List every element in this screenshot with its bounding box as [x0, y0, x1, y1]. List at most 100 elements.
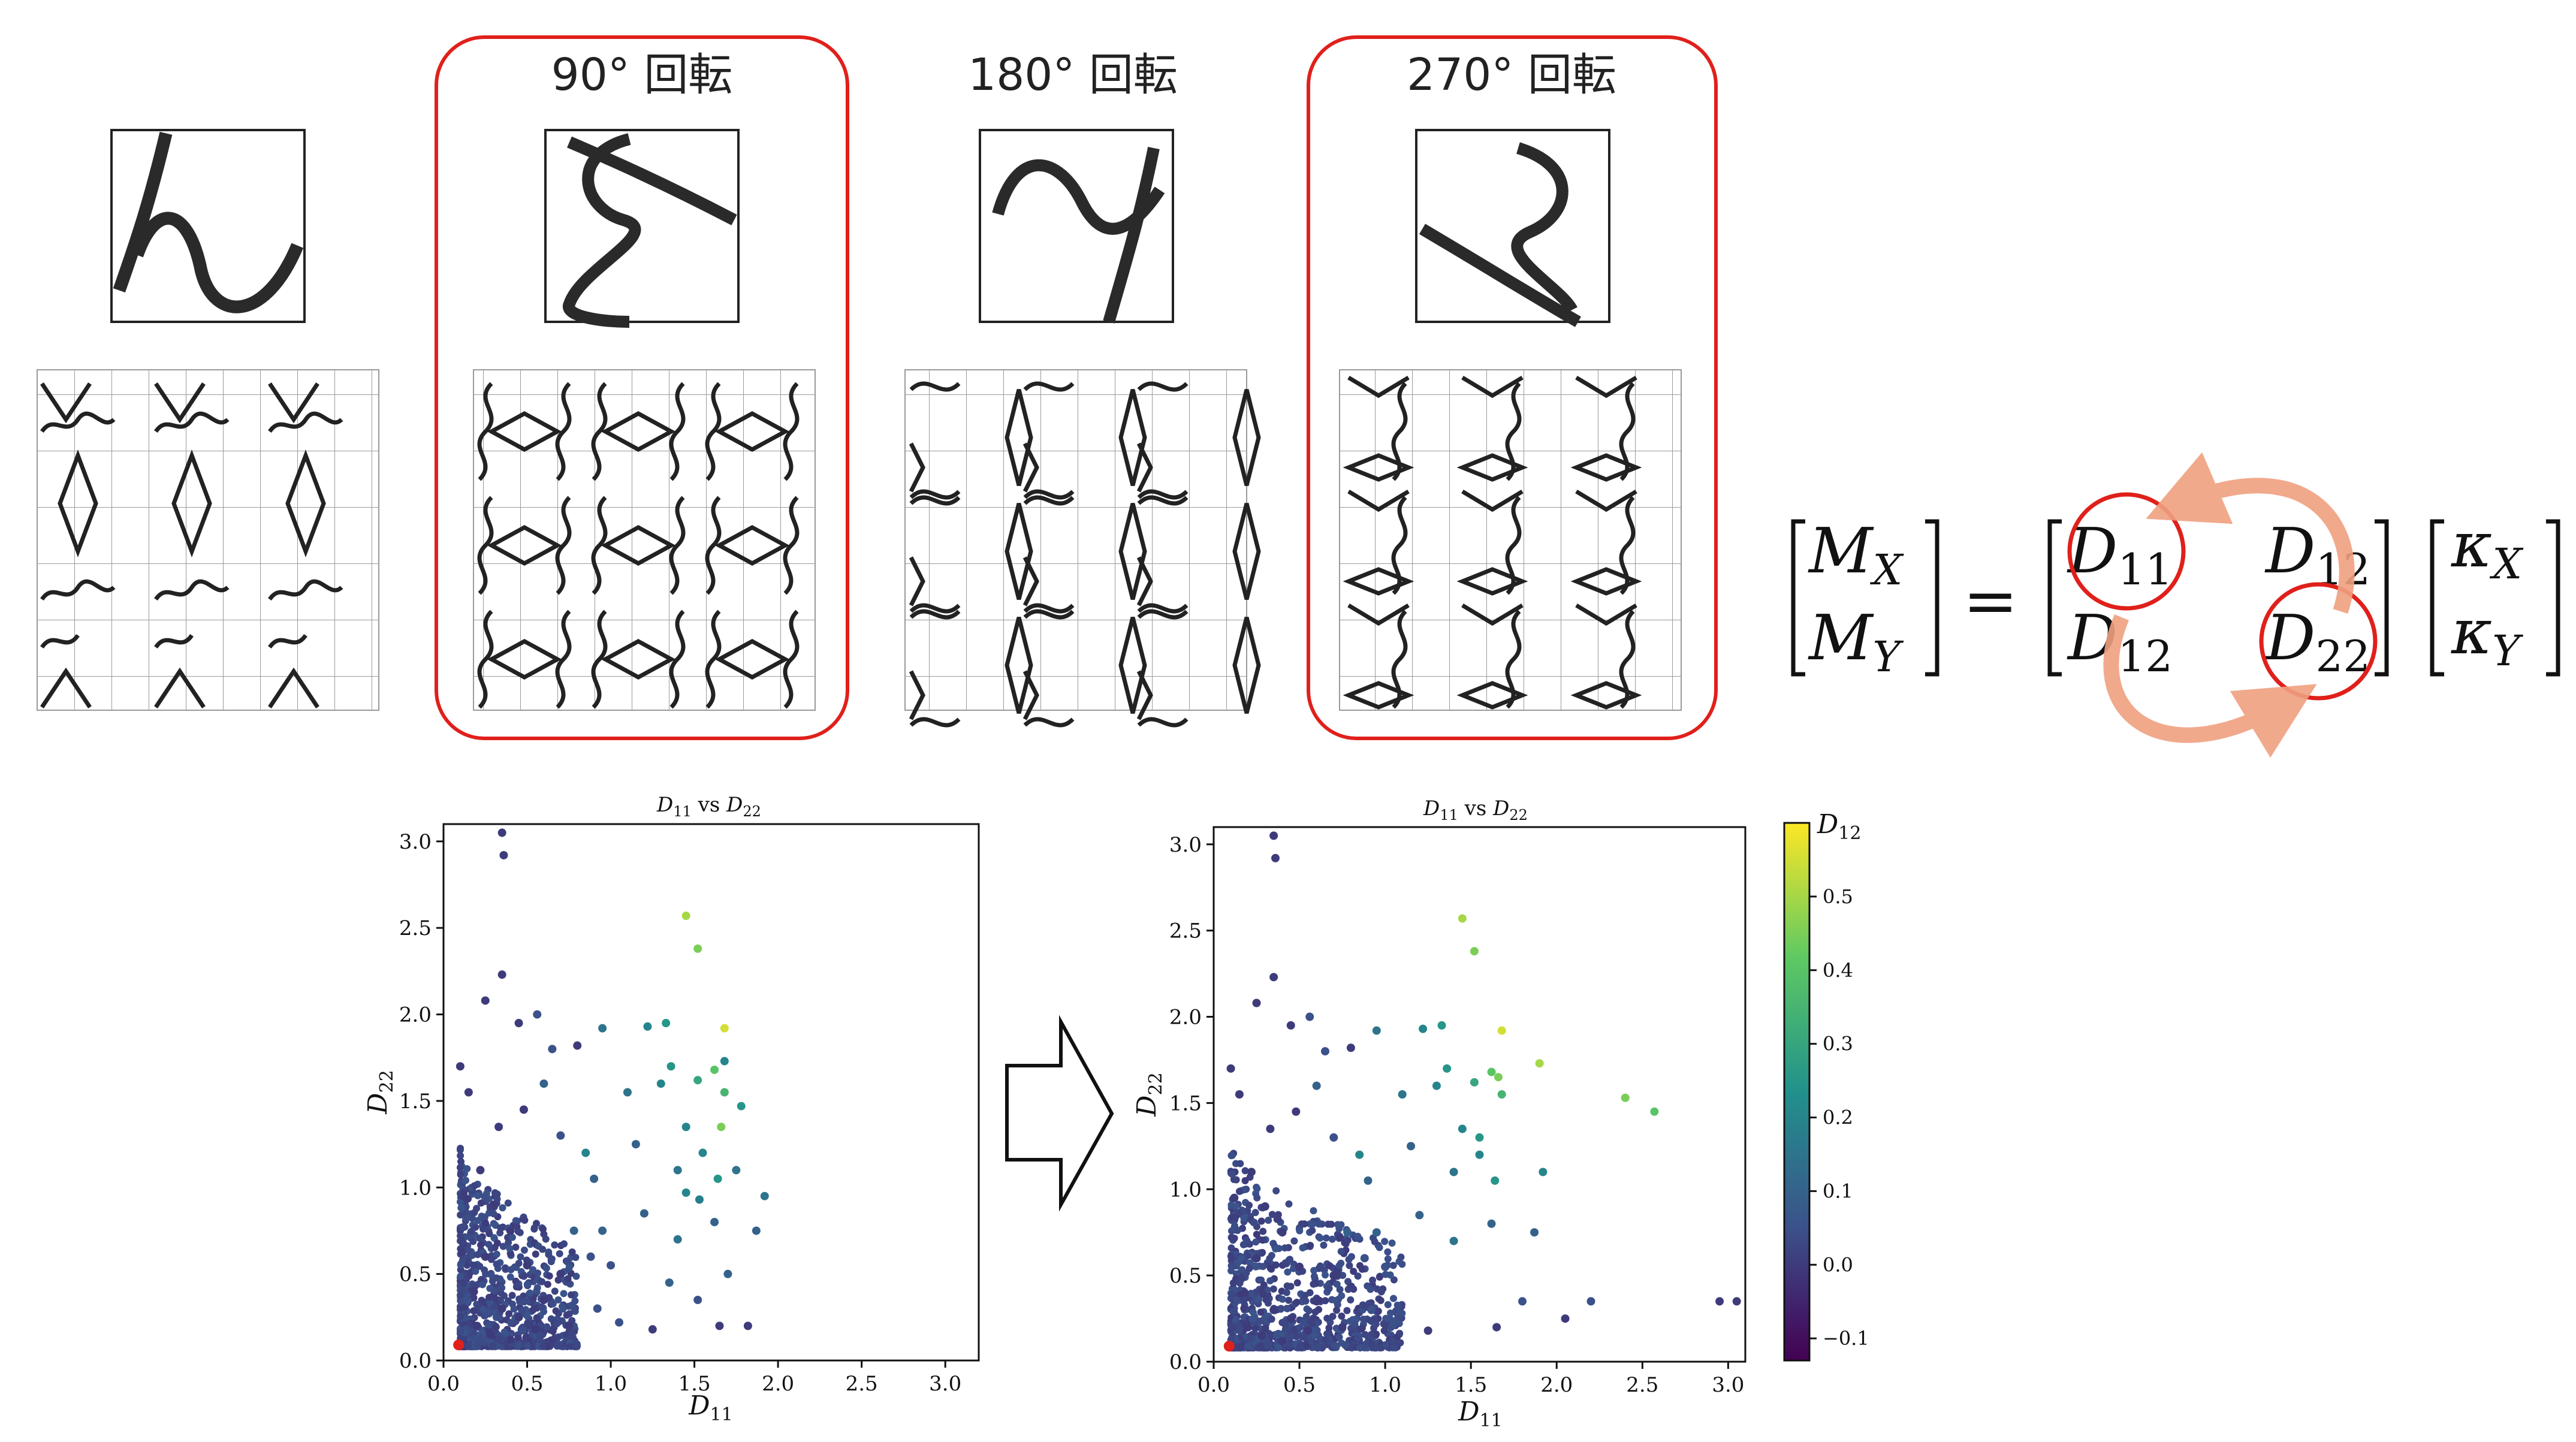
data-point: [1302, 1297, 1310, 1305]
data-point: [1361, 1331, 1369, 1338]
highlight-270deg: [1307, 35, 1718, 740]
chart2-frame: [1212, 826, 1747, 1363]
chart1-xlabel: D11: [688, 1390, 732, 1425]
data-point: [469, 1287, 478, 1296]
data-point: [560, 1240, 568, 1248]
data-point: [1237, 1255, 1245, 1263]
y-tick-label: 1.0: [399, 1176, 432, 1200]
data-point: [475, 1234, 483, 1242]
data-point: [717, 1123, 726, 1132]
data-point: [1293, 1298, 1301, 1306]
chart1-ylabel: D22: [363, 1070, 397, 1114]
data-point: [1377, 1296, 1384, 1304]
reference-point: [453, 1340, 464, 1351]
data-point: [1351, 1320, 1359, 1328]
data-point: [662, 1019, 671, 1028]
data-point: [1305, 1307, 1313, 1314]
data-point: [456, 1198, 464, 1206]
rhs-bracket-left: [2430, 519, 2444, 677]
data-point: [1321, 1336, 1329, 1344]
data-point: [508, 1292, 516, 1299]
data-point: [476, 1241, 484, 1249]
data-point: [1407, 1142, 1416, 1151]
data-point: [479, 1306, 487, 1314]
motif-0deg: [110, 129, 306, 323]
data-point: [497, 970, 506, 979]
data-point: [457, 1158, 465, 1166]
data-point: [1388, 1239, 1396, 1247]
data-point: [560, 1290, 568, 1298]
data-point: [1374, 1307, 1382, 1315]
data-point: [1381, 1262, 1390, 1271]
data-point: [1346, 1043, 1355, 1052]
data-point: [1232, 1202, 1239, 1210]
data-point: [498, 1284, 506, 1292]
data-point: [1315, 1220, 1323, 1228]
data-point: [506, 1273, 514, 1281]
data-point: [1328, 1235, 1336, 1243]
data-point: [505, 1310, 513, 1318]
scatter-chart-before: D11 vs D22 0.0 0.5 1.0 1.5 2.0 2.5 3.0 0.0 0.5 1.…: [363, 793, 980, 1425]
data-point: [548, 1045, 557, 1054]
data-point: [1252, 998, 1261, 1007]
data-point: [537, 1322, 545, 1329]
data-point: [1389, 1337, 1396, 1345]
data-point: [1380, 1327, 1388, 1335]
data-point: [1227, 1253, 1235, 1260]
data-point: [458, 1236, 466, 1244]
data-point: [485, 1293, 493, 1301]
data-point: [693, 944, 702, 953]
data-point: [1487, 1219, 1496, 1228]
data-point: [1494, 1073, 1503, 1082]
data-point: [510, 1305, 518, 1313]
data-point: [693, 1076, 702, 1085]
data-point: [1265, 1216, 1272, 1224]
data-point: [1372, 1228, 1381, 1237]
data-point: [1280, 1319, 1288, 1326]
data-point: [468, 1251, 476, 1259]
data-point: [463, 1214, 470, 1222]
lhs-mx: MX: [1808, 514, 1905, 595]
data-point: [1260, 1281, 1268, 1289]
chart1-frame: [442, 823, 980, 1362]
data-point: [1249, 1308, 1257, 1316]
data-point: [1285, 1200, 1293, 1208]
data-point: [1285, 1296, 1293, 1304]
x-tick-label: 3.0: [929, 1372, 961, 1396]
data-point: [1257, 1308, 1265, 1316]
data-point: [1335, 1334, 1343, 1341]
data-point: [1312, 1081, 1321, 1090]
data-point: [1397, 1253, 1405, 1261]
data-point: [549, 1328, 557, 1335]
matrix-d11: D11: [2067, 514, 2173, 595]
data-point: [473, 1251, 481, 1259]
data-point: [1387, 1309, 1395, 1317]
data-point: [1263, 1341, 1271, 1349]
data-point: [457, 1328, 464, 1335]
tiling-90deg: [473, 369, 816, 711]
reference-point: [1223, 1341, 1235, 1352]
data-point: [1228, 1171, 1236, 1178]
data-point: [513, 1223, 521, 1230]
data-point: [482, 1220, 490, 1227]
data-point: [1335, 1225, 1343, 1233]
data-point: [710, 1218, 719, 1227]
colorbar-tick-label: 0.0: [1823, 1253, 1853, 1276]
data-point: [1382, 1341, 1390, 1349]
data-point: [1298, 1220, 1305, 1228]
data-point: [538, 1303, 545, 1311]
data-point: [514, 1019, 523, 1028]
data-point: [486, 1330, 495, 1339]
x-tick-label: 1.5: [678, 1372, 711, 1396]
data-point: [1343, 1228, 1352, 1237]
data-point: [1458, 914, 1467, 923]
data-point: [1415, 1211, 1424, 1220]
data-point: [1241, 1167, 1249, 1175]
data-point: [1226, 1064, 1235, 1073]
data-point: [565, 1322, 574, 1331]
data-point: [1257, 1331, 1266, 1340]
data-point: [494, 1123, 503, 1132]
data-point: [539, 1079, 548, 1088]
data-point: [1310, 1266, 1318, 1274]
